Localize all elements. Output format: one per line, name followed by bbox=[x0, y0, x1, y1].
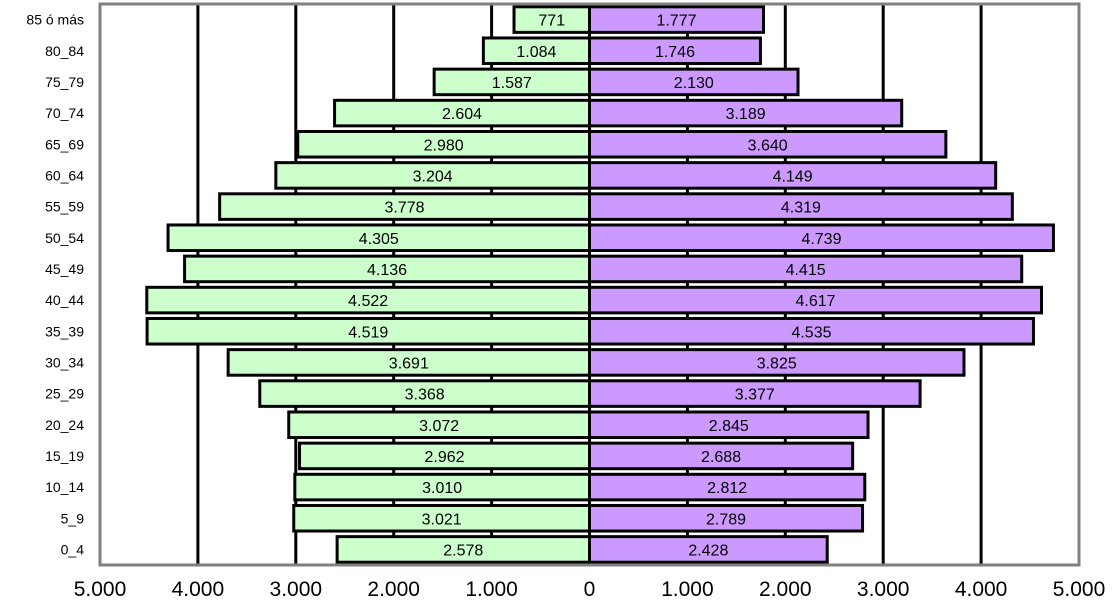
category-label-30-34: 30_34 bbox=[45, 354, 84, 370]
category-label-10-14: 10_14 bbox=[45, 479, 84, 495]
bar-right-60-64 bbox=[588, 161, 998, 190]
category-label-15-19: 15_19 bbox=[45, 448, 84, 464]
bar-label-right-50-54: 4.739 bbox=[801, 231, 841, 248]
bar-left-10-14 bbox=[293, 472, 591, 502]
bar-label-left-45-49: 4.136 bbox=[367, 262, 407, 279]
bar-label-right-60-64: 4.149 bbox=[773, 168, 813, 185]
bar-label-right-10-14: 2.812 bbox=[707, 480, 747, 497]
bar-left-60-64 bbox=[274, 161, 591, 190]
bar-label-right-55-59: 4.319 bbox=[781, 200, 821, 217]
x-tick-label: 5.000 bbox=[74, 578, 127, 601]
bar-left-65-69 bbox=[296, 129, 591, 159]
bar-label-left-0-4: 2.578 bbox=[443, 542, 483, 559]
bar-right-35-39 bbox=[588, 316, 1035, 346]
bar-right-75-79 bbox=[588, 67, 800, 97]
category-label-80-84: 80_84 bbox=[45, 43, 84, 59]
bar-label-right-20-24: 2.845 bbox=[709, 418, 749, 435]
bar-label-left-60-64: 3.204 bbox=[413, 168, 453, 185]
bar-right-55-59 bbox=[588, 192, 1014, 221]
x-tick-label: 1.000 bbox=[465, 578, 518, 601]
category-label-85-m-s: 85 ó más bbox=[26, 12, 84, 28]
bar-label-left-75-79: 1.587 bbox=[492, 75, 532, 92]
bar-label-right-85-m-s: 1.777 bbox=[656, 13, 696, 30]
bar-label-right-35-39: 4.535 bbox=[791, 324, 831, 341]
category-labels-group: 0_4 5_9 10_14 15_19 20_24 25_29 30_34 35_39 40_4… bbox=[26, 12, 84, 558]
x-tick-label: 5.000 bbox=[1053, 578, 1106, 601]
bar-label-right-45-49: 4.415 bbox=[786, 262, 826, 279]
bar-label-left-85-m-s: 771 bbox=[538, 13, 565, 30]
bar-right-65-69 bbox=[588, 129, 948, 159]
bar-label-right-65-69: 3.640 bbox=[748, 137, 788, 154]
category-label-0-4: 0_4 bbox=[61, 541, 85, 557]
bar-right-45-49 bbox=[588, 254, 1024, 284]
bar-labels-group: 2.578 2.428 3.021 2.789 3.010 2.812 2.962 2.688… bbox=[348, 13, 841, 560]
bar-label-left-80-84: 1.084 bbox=[516, 44, 556, 61]
x-tick-label: 3.000 bbox=[270, 578, 323, 601]
bar-label-right-30-34: 3.825 bbox=[757, 355, 797, 372]
bar-label-right-70-74: 3.189 bbox=[726, 106, 766, 123]
bar-left-30-34 bbox=[226, 348, 591, 377]
bar-right-20-24 bbox=[588, 410, 870, 440]
bar-left-25-29 bbox=[258, 379, 591, 408]
category-label-45-49: 45_49 bbox=[45, 261, 84, 277]
category-label-60-64: 60_64 bbox=[45, 167, 84, 183]
bar-right-80-84 bbox=[588, 36, 762, 66]
bar-label-right-15-19: 2.688 bbox=[701, 449, 741, 466]
bar-label-left-15-19: 2.962 bbox=[424, 449, 464, 466]
bar-right-70-74 bbox=[588, 98, 904, 128]
bar-right-0-4 bbox=[588, 535, 829, 564]
category-label-5-9: 5_9 bbox=[61, 510, 85, 526]
bar-label-left-20-24: 3.072 bbox=[419, 418, 459, 435]
plot-area-frame bbox=[98, 2, 1081, 567]
bar-label-right-5-9: 2.789 bbox=[706, 511, 746, 528]
bar-label-right-0-4: 2.428 bbox=[688, 542, 728, 559]
bar-label-left-30-34: 3.691 bbox=[389, 355, 429, 372]
x-tick-label: 0 bbox=[584, 578, 596, 601]
bar-right-25-29 bbox=[588, 379, 922, 408]
bar-label-left-40-44: 4.522 bbox=[348, 293, 388, 310]
bar-right-15-19 bbox=[588, 441, 855, 471]
bar-right-5-9 bbox=[588, 503, 865, 533]
category-label-50-54: 50_54 bbox=[45, 230, 84, 246]
bar-left-20-24 bbox=[287, 410, 591, 440]
category-label-35-39: 35_39 bbox=[45, 323, 84, 339]
bar-left-80-84 bbox=[481, 36, 591, 66]
bar-label-right-40-44: 4.617 bbox=[795, 293, 835, 310]
category-label-25-29: 25_29 bbox=[45, 386, 84, 402]
category-label-75-79: 75_79 bbox=[45, 74, 84, 90]
category-label-70-74: 70_74 bbox=[45, 105, 84, 121]
x-tick-label: 2.000 bbox=[759, 578, 812, 601]
bar-label-left-25-29: 3.368 bbox=[405, 387, 445, 404]
bar-label-left-35-39: 4.519 bbox=[348, 324, 388, 341]
bars-group bbox=[145, 5, 1055, 564]
bar-label-left-70-74: 2.604 bbox=[442, 106, 482, 123]
bar-label-left-10-14: 3.010 bbox=[422, 480, 462, 497]
category-label-20-24: 20_24 bbox=[45, 417, 84, 433]
category-label-55-59: 55_59 bbox=[45, 199, 84, 215]
x-tick-label: 1.000 bbox=[661, 578, 714, 601]
bar-left-55-59 bbox=[218, 192, 592, 221]
bar-right-30-34 bbox=[588, 348, 966, 377]
bar-label-left-65-69: 2.980 bbox=[424, 137, 464, 154]
bar-label-right-80-84: 1.746 bbox=[655, 44, 695, 61]
x-tick-label: 2.000 bbox=[367, 578, 420, 601]
bar-label-left-55-59: 3.778 bbox=[385, 200, 425, 217]
x-tick-label: 4.000 bbox=[172, 578, 225, 601]
bar-right-10-14 bbox=[588, 472, 867, 502]
bar-label-left-5-9: 3.021 bbox=[422, 511, 462, 528]
bar-right-50-54 bbox=[588, 223, 1055, 253]
grid-lines bbox=[196, 4, 983, 565]
category-label-40-44: 40_44 bbox=[45, 292, 84, 308]
x-tick-labels-group: 5.000 4.000 3.000 2.000 1.000 0 1.000 2.000 3.00… bbox=[74, 578, 1106, 601]
x-tick-label: 4.000 bbox=[955, 578, 1008, 601]
category-label-65-69: 65_69 bbox=[45, 136, 84, 152]
bar-right-85-m-s bbox=[588, 5, 765, 34]
bar-label-left-50-54: 4.305 bbox=[359, 231, 399, 248]
bar-right-40-44 bbox=[588, 285, 1044, 315]
bar-left-15-19 bbox=[298, 441, 591, 471]
bar-label-right-75-79: 2.130 bbox=[674, 75, 714, 92]
x-tick-label: 3.000 bbox=[857, 578, 910, 601]
bar-label-right-25-29: 3.377 bbox=[735, 387, 775, 404]
